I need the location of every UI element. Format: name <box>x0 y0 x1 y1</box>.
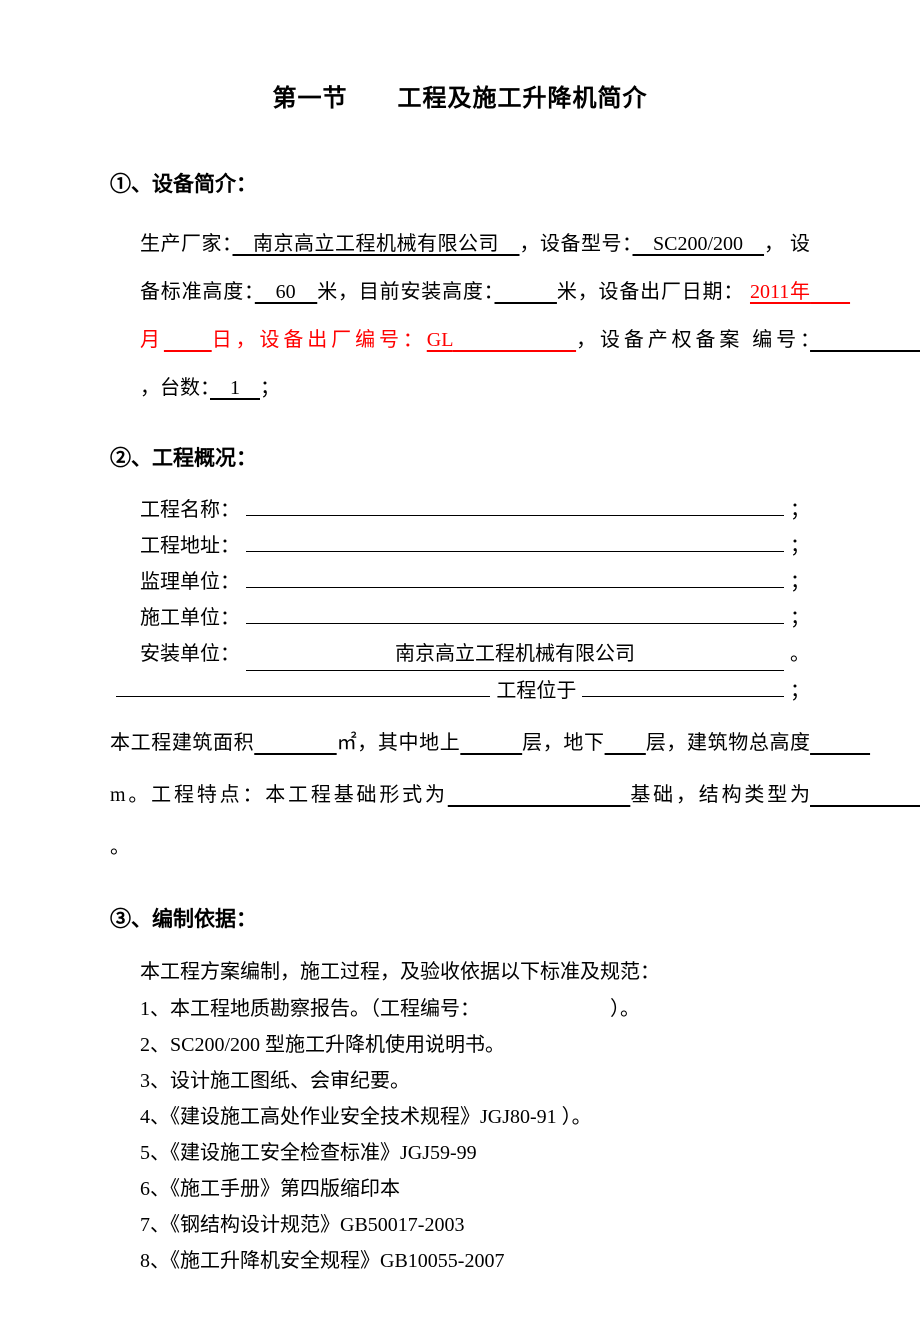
date-year: 2011年 <box>750 281 810 303</box>
date-month-blank <box>810 281 850 303</box>
supervisor-blank <box>246 587 784 588</box>
supervisor-end: ； <box>790 566 810 598</box>
count-value: 1 <box>210 377 260 399</box>
project-addr-blank <box>246 551 784 552</box>
basis-item-4: 4、《建设施工高处作业安全技术规程》JGJ80-91 ）。 <box>140 1100 810 1134</box>
model-end: ， <box>764 233 785 255</box>
basis-item-6: 6、《施工手册》第四版缩印本 <box>140 1172 810 1206</box>
builder-line: 施工单位： ； <box>140 602 810 634</box>
section-1-heading: ①、设备简介： <box>110 168 810 202</box>
record-blank <box>810 329 920 351</box>
basis-intro: 本工程方案编制，施工过程，及验收依据以下标准及规范： <box>140 954 810 990</box>
date-day-char: 日，设备出厂编号： <box>212 329 427 351</box>
basis-item-5: 5、《建设施工安全检查标准》JGJ59-99 <box>140 1136 810 1170</box>
serial-end: ，设备产权备案 <box>576 329 743 351</box>
project-body-para: 本工程建筑面积 ㎡，其中地上 层，地下 层，建筑物总高度 m。工程特点：本工程基… <box>110 717 810 873</box>
installer-line: 安装单位： 南京高立工程机械有限公司 。 <box>140 638 810 671</box>
supervisor-label: 监理单位： <box>140 566 240 598</box>
builder-end: ； <box>790 602 810 634</box>
body-7: 。 <box>110 836 130 858</box>
below-floor-blank <box>605 732 646 754</box>
builder-blank <box>246 623 784 624</box>
count-end: ； <box>260 377 280 399</box>
model-label: ，设备型号： <box>520 233 633 255</box>
location-blank-left <box>116 696 490 697</box>
basis-item-2: 2、SC200/200 型施工升降机使用说明书。 <box>140 1028 810 1062</box>
supervisor-line: 监理单位： ； <box>140 566 810 598</box>
location-mid-label: 工程位于 <box>496 675 576 707</box>
basis-item-3: 3、设计施工图纸、会审纪要。 <box>140 1064 810 1098</box>
cur-height-value <box>495 281 557 303</box>
project-name-line: 工程名称： ； <box>140 494 810 526</box>
body-1: 本工程建筑面积 <box>110 732 254 754</box>
project-name-end: ； <box>790 494 810 526</box>
date-month-char: 月 <box>140 329 164 351</box>
std-height-unit: 米，目前安装高度： <box>317 281 494 303</box>
body-2: ㎡，其中地上 <box>337 732 461 754</box>
serial-prefix: GL <box>427 329 453 351</box>
area-blank <box>254 732 336 754</box>
serial-blank <box>453 329 576 351</box>
section-2-heading: ②、工程概况： <box>110 442 810 476</box>
body-5: m。工程特点：本工程基础形式为 <box>110 784 448 806</box>
section-3-heading: ③、编制依据： <box>110 903 810 937</box>
project-name-blank <box>246 515 784 516</box>
std-height-value: 60 <box>255 281 317 303</box>
height-blank <box>810 732 870 754</box>
project-name-label: 工程名称： <box>140 494 240 526</box>
installer-label: 安装单位： <box>140 638 240 670</box>
cur-height-unit: 米，设备出厂日期： <box>557 281 744 303</box>
body-4: 层，建筑物总高度 <box>646 732 810 754</box>
location-blank-right <box>582 696 784 697</box>
location-line: 工程位于 ； <box>110 675 810 707</box>
body-6: 基础，结构类型为 <box>630 784 810 806</box>
installer-value: 南京高立工程机械有限公司 <box>246 638 784 671</box>
project-addr-end: ； <box>790 530 810 562</box>
record-end: ，台数： <box>140 377 210 399</box>
body-3: 层，地下 <box>522 732 604 754</box>
manufacturer-value: 南京高立工程机械有限公司 <box>233 233 520 255</box>
installer-end: 。 <box>790 638 810 670</box>
location-end: ； <box>790 675 810 707</box>
manufacturer-label: 生产厂家： <box>140 233 233 255</box>
basis-item-7: 7、《钢结构设计规范》GB50017-2003 <box>140 1208 810 1242</box>
model-value: SC200/200 <box>633 233 765 255</box>
structure-blank <box>810 784 920 806</box>
record-label: 编号： <box>752 329 810 351</box>
foundation-blank <box>448 784 631 806</box>
basis-item-8: 8、《施工升降机安全规程》GB10055-2007 <box>140 1244 810 1278</box>
document-title: 第一节 工程及施工升降机简介 <box>110 80 810 118</box>
equipment-intro-para: 生产厂家： 南京高立工程机械有限公司 ，设备型号： SC200/200 ， 设备… <box>140 220 810 412</box>
basis-item-1: 1、本工程地质勘察报告。（工程编号： ）。 <box>140 992 810 1026</box>
above-floor-blank <box>460 732 522 754</box>
builder-label: 施工单位： <box>140 602 240 634</box>
project-addr-label: 工程地址： <box>140 530 240 562</box>
date-day-blank <box>164 329 212 351</box>
project-addr-line: 工程地址： ； <box>140 530 810 562</box>
